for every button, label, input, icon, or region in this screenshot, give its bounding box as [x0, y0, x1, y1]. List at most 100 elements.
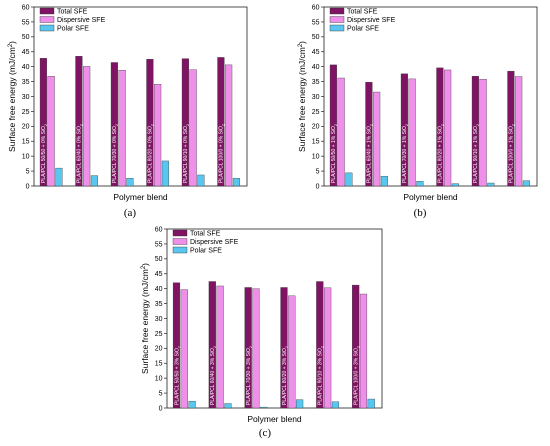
- legend-swatch: [39, 16, 55, 23]
- y-tick-label: 10: [155, 376, 163, 383]
- bar-total-sfe: [208, 281, 216, 409]
- bar-total-sfe: [507, 70, 515, 187]
- y-tick-label: 10: [22, 154, 30, 161]
- bar-total-sfe: [471, 76, 479, 187]
- bar-total-sfe: [352, 284, 360, 409]
- category-label: PLA/PCL 90/10 + 3% SiO2: [318, 346, 325, 405]
- y-tick-label: 15: [155, 361, 163, 368]
- bar-dispersive-sfe: [154, 84, 162, 187]
- legend-label: Dispersive SFE: [347, 17, 396, 24]
- bar-dispersive-sfe: [216, 285, 224, 409]
- bar-total-sfe: [75, 56, 83, 187]
- y-axis-title: Surface free energy (mJ/cm2): [140, 263, 150, 374]
- y-tick-label: 0: [159, 405, 163, 412]
- y-tick-label: 35: [155, 301, 163, 308]
- bar-total-sfe: [39, 58, 47, 187]
- bar-total-sfe: [280, 287, 288, 409]
- x-axis-title: Polymer blend: [403, 192, 458, 202]
- panel-label: (b): [414, 207, 427, 219]
- bar-polar-sfe: [451, 183, 459, 187]
- y-tick-label: 25: [22, 109, 30, 116]
- bar-dispersive-sfe: [408, 78, 416, 187]
- bar-polar-sfe: [232, 178, 240, 187]
- x-axis-title: Polymer blend: [113, 192, 168, 202]
- bar-polar-sfe: [331, 401, 340, 409]
- bar-total-sfe: [365, 82, 373, 187]
- bar-dispersive-sfe: [180, 289, 188, 409]
- bar-polar-sfe: [197, 174, 205, 187]
- bar-dispersive-sfe: [252, 288, 260, 409]
- category-label: PLA/PCL 90/10 + 1% SiO2: [473, 124, 480, 183]
- legend-swatch: [39, 7, 55, 15]
- bar-dispersive-sfe: [47, 76, 55, 187]
- bar-dispersive-sfe: [373, 91, 381, 187]
- y-tick-label: 60: [22, 4, 30, 11]
- y-tick-label: 40: [155, 286, 163, 293]
- legend-swatch: [329, 7, 345, 15]
- bar-polar-sfe: [522, 180, 530, 187]
- bar-polar-sfe: [188, 400, 196, 409]
- y-tick-label: 60: [312, 4, 320, 11]
- legend-swatch: [39, 24, 55, 32]
- bar-total-sfe: [400, 73, 408, 187]
- panel-label: (a): [124, 207, 137, 219]
- bar-dispersive-sfe: [337, 77, 345, 187]
- y-tick-label: 20: [312, 124, 320, 131]
- legend-label: Dispersive SFE: [190, 239, 239, 246]
- y-tick-label: 35: [312, 79, 320, 86]
- chart-panel-2: 0 5 10 15 20 25 30 35 40 45 50 55 60 PLA/PCL 50/50 + …: [297, 4, 538, 219]
- legend-label: Total SFE: [347, 9, 378, 16]
- y-axis-title: Surface free energy (mJ/cm2): [7, 41, 17, 152]
- category-label: PLA/PCL 50/50 + 0% SiO2: [41, 124, 48, 183]
- bar-dispersive-sfe: [83, 66, 91, 187]
- category-label: PLA/PCL 70/30 + 1% SiO2: [402, 124, 409, 183]
- legend-swatch: [329, 24, 345, 32]
- legend-swatch: [172, 246, 188, 254]
- bar-dispersive-sfe: [118, 70, 126, 187]
- y-tick-label: 55: [312, 19, 320, 26]
- bar-polar-sfe: [260, 406, 268, 409]
- bar-total-sfe: [181, 58, 189, 187]
- y-tick-label: 50: [22, 34, 30, 41]
- chart-panel-3: 0 5 10 15 20 25 30 35 40 45 50 55 60 PLA/PCL 50/50 + …: [140, 226, 383, 439]
- bar-dispersive-sfe: [479, 79, 487, 187]
- bar-dispersive-sfe: [189, 69, 197, 187]
- y-tick-label: 30: [155, 316, 163, 323]
- bar-dispersive-sfe: [324, 287, 332, 409]
- bar-polar-sfe: [416, 181, 424, 187]
- bar-polar-sfe: [380, 175, 388, 187]
- category-label: PLA/PCL 60/40 + 0% SiO2: [77, 124, 84, 183]
- y-tick-label: 45: [22, 49, 30, 56]
- y-tick-label: 5: [316, 168, 320, 175]
- category-label: PLA/PCL 100/0 + 0% SiO2: [219, 124, 226, 183]
- y-tick-label: 5: [159, 390, 163, 397]
- category-label: PLA/PCL 60/40 + 1% SiO2: [367, 124, 374, 183]
- bar-polar-sfe: [126, 178, 134, 187]
- y-tick-label: 50: [312, 34, 320, 41]
- bar-total-sfe: [217, 57, 225, 187]
- legend-label: Dispersive SFE: [57, 17, 106, 24]
- y-axis-title: Surface free energy (mJ/cm2): [297, 41, 307, 152]
- bar-polar-sfe: [296, 399, 304, 409]
- legend-label: Polar SFE: [347, 26, 379, 33]
- category-label: PLA/PCL 80/20 + 1% SiO2: [438, 124, 445, 183]
- y-tick-label: 60: [155, 226, 163, 233]
- plot-frame: [166, 228, 383, 409]
- category-label: PLA/PCL 80/20 + 3% SiO2: [282, 346, 289, 405]
- category-label: PLA/PCL 100/0 + 1% SiO2: [509, 124, 516, 183]
- y-tick-label: 40: [312, 64, 320, 71]
- category-label: PLA/PCL 60/40 + 3% SiO2: [210, 346, 217, 405]
- y-tick-label: 25: [155, 331, 163, 338]
- y-tick-label: 30: [312, 94, 320, 101]
- bar-dispersive-sfe: [225, 64, 233, 187]
- bar-polar-sfe: [367, 398, 375, 409]
- bar-total-sfe: [172, 282, 181, 409]
- y-tick-label: 0: [316, 183, 320, 190]
- category-label: PLA/PCL 90/10 + 0% SiO2: [183, 124, 190, 183]
- bar-polar-sfe: [487, 182, 495, 187]
- bar-total-sfe: [244, 287, 252, 409]
- bar-total-sfe: [316, 281, 324, 409]
- category-label: PLA/PCL 70/30 + 0% SiO2: [112, 124, 119, 183]
